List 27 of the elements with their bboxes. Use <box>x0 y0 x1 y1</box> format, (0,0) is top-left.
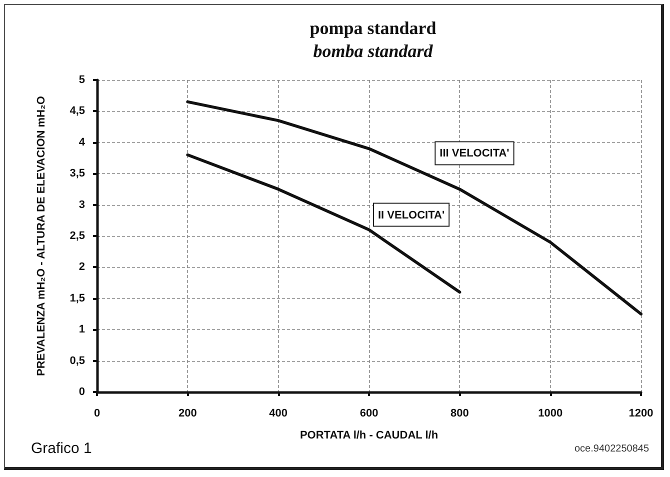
y-tick-label: 3,5 <box>70 168 85 180</box>
y-tick-label: 2,5 <box>70 230 85 242</box>
x-tick-label: 0 <box>94 408 100 420</box>
x-tick-label: 400 <box>269 408 288 420</box>
x-tick-label: 1200 <box>628 408 654 420</box>
y-tick-label: 2 <box>78 261 85 274</box>
y-tick-label: 3 <box>78 198 85 211</box>
x-tick-label: 600 <box>360 408 378 420</box>
x-tick-label: 1000 <box>538 408 563 420</box>
x-tick-label: 800 <box>450 408 469 420</box>
series-label: III VELOCITA' <box>440 148 510 160</box>
series-label: II VELOCITA' <box>378 209 445 222</box>
y-tick-label: 4,5 <box>70 105 85 118</box>
text: oce.9402250845 <box>574 444 650 454</box>
y-tick-label: 5 <box>78 74 85 86</box>
y-tick-label: 1 <box>78 324 85 336</box>
x-tick-label: 200 <box>178 408 197 420</box>
y-tick-label: 4 <box>78 136 86 148</box>
x-axis-title: PORTATA l/h - CAUDAL l/h <box>300 430 438 442</box>
text: Grafico 1 <box>31 440 92 457</box>
chart-subtitle: bomba standard <box>313 41 434 61</box>
chart-title: pompa standard <box>310 18 436 38</box>
line-series <box>186 100 642 316</box>
y-axis-title: PREVALENZA mH₂O - ALTURA DE ELEVACION mH₂O <box>36 96 48 376</box>
y-tick-label: 0,5 <box>70 354 85 367</box>
y-tick-label: 1,5 <box>70 292 85 304</box>
y-tick-label: 0 <box>78 386 85 398</box>
